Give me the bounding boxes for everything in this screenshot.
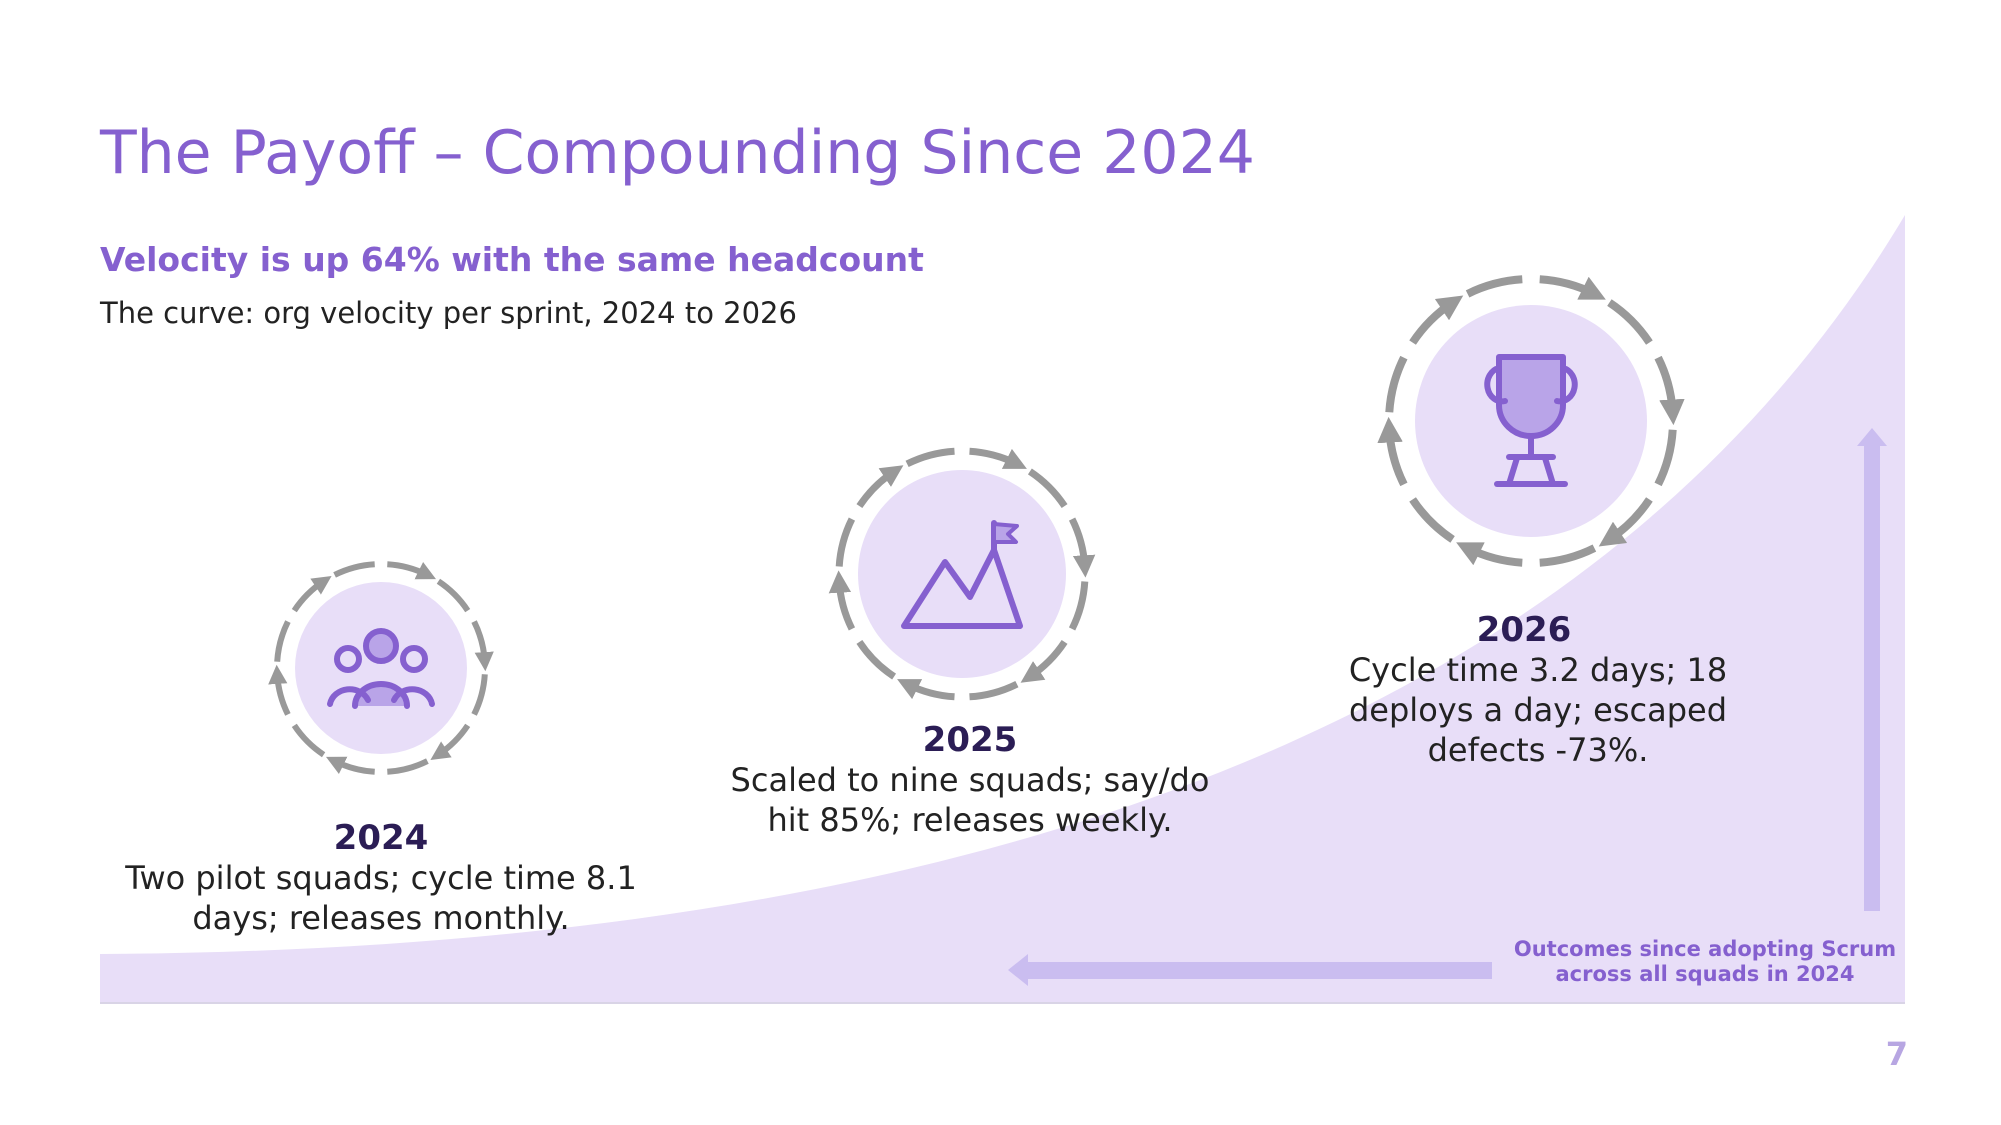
- ring-segment: [1377, 416, 1408, 487]
- ring-segment: [1385, 355, 1408, 413]
- ring-segment: [1465, 275, 1523, 298]
- ring-segment: [1068, 581, 1089, 631]
- outcomes-note: Outcomes since adopting Scrum across all…: [1513, 937, 1897, 986]
- milestone-2024-ring: [268, 561, 494, 775]
- ring-segment: [1020, 639, 1068, 683]
- ring-segment: [387, 758, 429, 775]
- ring-segment: [471, 620, 494, 672]
- milestone-2024-text: 2024 Two pilot squads; cycle time 8.1 da…: [96, 818, 666, 938]
- ring-segment: [291, 575, 332, 613]
- horizontal-arrow: [1008, 954, 1492, 986]
- ring-segment: [856, 639, 897, 680]
- ring-segment: [333, 561, 375, 578]
- ring-segment: [1539, 544, 1597, 567]
- ring-segment: [856, 465, 904, 509]
- ring-segment: [1539, 275, 1606, 300]
- ring-segment: [1607, 299, 1653, 345]
- milestone-2026-ring: [1377, 275, 1685, 567]
- ring-segment: [1409, 295, 1464, 345]
- milestone-year: 2026: [1476, 610, 1572, 650]
- ring-segment: [897, 679, 955, 701]
- ring-segment: [905, 447, 955, 468]
- team-icon: [327, 628, 435, 709]
- milestone-2024-circle: [295, 582, 467, 754]
- ring-segment: [291, 723, 326, 758]
- milestone-year: 2024: [333, 818, 429, 858]
- ring-segment: [969, 680, 1019, 701]
- slide-subtitle: Velocity is up 64% with the same headcou…: [100, 240, 924, 279]
- ring-segment: [268, 664, 291, 716]
- ring-segment: [471, 674, 488, 716]
- ring-segment: [835, 517, 856, 567]
- page-number: 7: [1885, 1035, 1908, 1073]
- slide-caption: The curve: org velocity per sprint, 2024…: [100, 296, 797, 330]
- ring-segment: [1456, 542, 1523, 567]
- growth-curve-area: [100, 215, 1905, 1003]
- milestone-2025-circle: [858, 470, 1066, 678]
- vertical-arrow: [1857, 428, 1887, 911]
- milestone-description: Scaled to nine squads; say/do hit 85%; r…: [730, 761, 1210, 839]
- ring-segment: [1654, 429, 1677, 487]
- ring-segment: [430, 723, 471, 761]
- mountain-flag-icon: [901, 520, 1023, 629]
- ring-segment: [326, 756, 375, 775]
- trophy-icon: [1484, 354, 1578, 487]
- ring-segment: [828, 570, 856, 631]
- ring-segment: [969, 447, 1027, 469]
- ring-segment: [1598, 497, 1653, 547]
- ring-segment: [1068, 517, 1096, 578]
- ring-segment: [274, 620, 291, 662]
- ring-segment: [1654, 355, 1685, 426]
- milestone-2026-text: 2026 Cycle time 3.2 days; 18 deploys a d…: [1320, 610, 1756, 770]
- ring-segment: [1409, 497, 1455, 543]
- slide-title: The Payoff – Compounding Since 2024: [100, 118, 1255, 188]
- ring-segment: [436, 578, 471, 613]
- milestone-description: Two pilot squads; cycle time 8.1 days; r…: [125, 859, 637, 937]
- milestone-year: 2025: [922, 720, 1018, 760]
- milestone-description: Cycle time 3.2 days; 18 deploys a day; e…: [1348, 651, 1728, 769]
- milestone-2025-text: 2025 Scaled to nine squads; say/do hit 8…: [705, 720, 1235, 840]
- ring-segment: [1027, 468, 1068, 509]
- ring-segment: [387, 561, 436, 580]
- milestone-2025-ring: [828, 447, 1096, 701]
